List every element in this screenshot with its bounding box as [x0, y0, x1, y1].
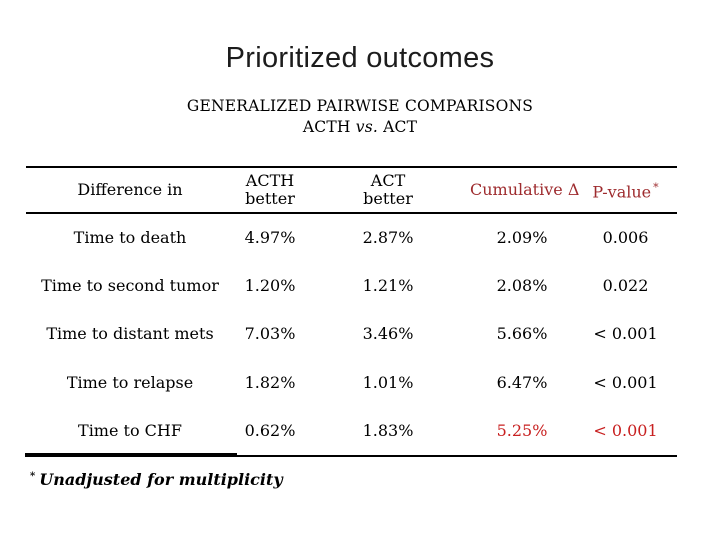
acth-better-value: 1.82% — [244, 372, 296, 392]
header-acth-line1: ACTH — [245, 171, 295, 190]
table-row: Time to relapse 1.82% 1.01% 6.47% < 0.00… — [26, 359, 677, 407]
row-label: Time to distant mets — [46, 324, 214, 344]
act-better-value: 1.83% — [362, 420, 414, 440]
header-difference-in: Difference in — [77, 180, 183, 199]
cumulative-value: 2.09% — [496, 228, 548, 248]
header-act-line1: ACT — [370, 171, 406, 190]
p-value: < 0.001 — [593, 324, 658, 344]
cumulative-value: 5.66% — [496, 324, 548, 344]
bottom-rule-segment — [25, 453, 237, 457]
act-better-value: 2.87% — [362, 228, 414, 248]
subtitle-line2: ACTH vs. ACT — [0, 117, 720, 138]
table-row: Time to second tumor 1.20% 1.21% 2.08% 0… — [26, 262, 677, 310]
slide-subtitle: GENERALIZED PAIRWISE COMPARISONS ACTH vs… — [0, 96, 720, 138]
acth-better-value: 7.03% — [244, 324, 296, 344]
page-title: Prioritized outcomes — [225, 42, 495, 74]
subtitle-act: ACT — [377, 118, 418, 136]
table-header-row: Difference in ACTH better ACT better Cum… — [26, 168, 677, 214]
row-label: Time to CHF — [78, 420, 182, 440]
row-label: Time to second tumor — [41, 276, 219, 296]
acth-better-value: 4.97% — [244, 228, 296, 248]
row-label: Time to relapse — [66, 372, 194, 392]
header-acth-line2: better — [245, 189, 295, 208]
p-value: 0.022 — [602, 276, 649, 296]
header-acth-better: ACTH better — [234, 172, 306, 208]
table-row: Time to death 4.97% 2.87% 2.09% 0.006 — [26, 214, 677, 262]
cumulative-value: 2.08% — [496, 276, 548, 296]
p-value-footnote-marker: * — [653, 180, 659, 194]
p-value: < 0.001 — [593, 420, 658, 440]
header-act-line2: better — [363, 189, 413, 208]
row-label: Time to death — [73, 228, 187, 248]
p-value: < 0.001 — [593, 372, 658, 392]
comparison-table: Difference in ACTH better ACT better Cum… — [26, 166, 677, 457]
acth-better-value: 1.20% — [244, 276, 296, 296]
header-p-value-label: P-value — [592, 182, 652, 202]
header-p-value: P-value * — [574, 179, 677, 201]
p-value: 0.006 — [602, 228, 649, 248]
footnote-text: Unadjusted for multiplicity — [39, 470, 283, 489]
act-better-value: 1.01% — [362, 372, 414, 392]
subtitle-line1: GENERALIZED PAIRWISE COMPARISONS — [186, 97, 534, 115]
footnote: * Unadjusted for multiplicity — [30, 470, 283, 489]
acth-better-value: 0.62% — [244, 420, 296, 440]
cumulative-value: 6.47% — [496, 372, 548, 392]
cumulative-value: 5.25% — [496, 420, 548, 440]
footnote-marker: * — [30, 470, 36, 482]
table-row: Time to CHF 0.62% 1.83% 5.25% < 0.001 — [26, 407, 677, 455]
act-better-value: 1.21% — [362, 276, 414, 296]
act-better-value: 3.46% — [362, 324, 414, 344]
header-act-better: ACT better — [306, 172, 470, 208]
table-row: Time to distant mets 7.03% 3.46% 5.66% <… — [26, 310, 677, 358]
header-cumulative-delta: Cumulative Δ — [470, 180, 580, 199]
subtitle-vs: vs. — [355, 118, 378, 136]
subtitle-acth: ACTH — [302, 118, 356, 136]
